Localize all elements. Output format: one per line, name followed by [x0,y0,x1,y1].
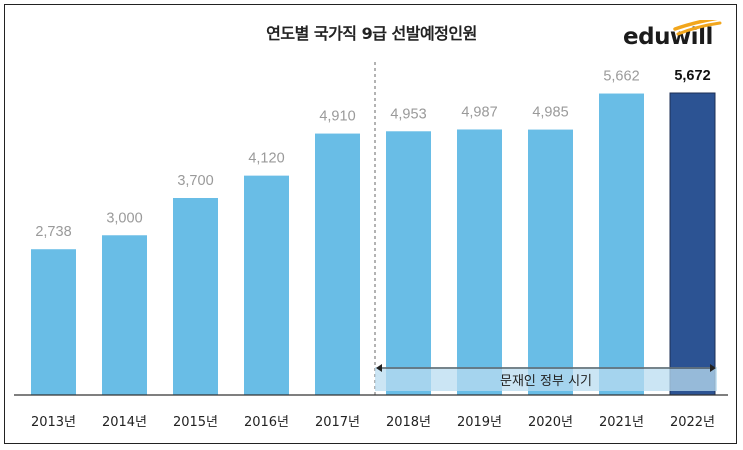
bar-2015년 [173,197,218,395]
category-label-2022년: 2022년 [670,415,715,430]
bar-2014년 [102,235,147,395]
chart-title: 연도별 국가직 9급 선발예정인원 [266,24,477,43]
value-label-2014년: 3,000 [106,210,142,226]
value-label-2018년: 4,953 [390,106,426,122]
value-label-2022년: 5,672 [674,68,710,84]
category-label-2017년: 2017년 [315,415,360,430]
category-label-2014년: 2014년 [102,415,147,430]
category-labels-layer: 2013년 2014년 2015년 2016년 2017년 2018년 2019년 2020년… [31,415,715,430]
value-label-2021년: 5,662 [603,69,639,85]
value-labels-layer: 2,738 3,000 3,700 4,120 4,910 4,953 4,987 4,985… [35,68,710,240]
value-label-2015년: 3,700 [177,173,213,189]
arrow-left-icon [376,364,382,372]
value-label-2017년: 4,910 [319,109,355,125]
value-label-2013년: 2,738 [35,224,71,240]
category-label-2019년: 2019년 [457,415,502,430]
period-label: 문재인 정부 시기 [500,374,592,389]
value-label-2020년: 4,985 [532,105,568,121]
bar-2013년 [31,249,76,395]
logo-swoosh-icon [673,20,722,36]
bar-2016년 [244,175,289,395]
eduwill-logo: eduwill [623,20,723,50]
category-label-2018년: 2018년 [386,415,431,430]
category-label-2013년: 2013년 [31,415,76,430]
category-label-2015년: 2015년 [173,415,218,430]
bars-layer [31,92,716,396]
category-label-2016년: 2016년 [244,415,289,430]
bar-2019년 [457,129,502,395]
category-label-2020년: 2020년 [528,415,573,430]
bar-2020년 [528,129,573,396]
bar-2021년 [599,93,644,395]
category-label-2021년: 2021년 [599,415,644,430]
arrow-right-icon [710,364,716,372]
period-band [375,367,717,391]
bar-2022년 [669,92,716,396]
value-label-2019년: 4,987 [461,104,497,120]
value-label-2016년: 4,120 [248,151,284,167]
bar-2017년 [315,133,360,395]
bar-2018년 [386,131,431,395]
